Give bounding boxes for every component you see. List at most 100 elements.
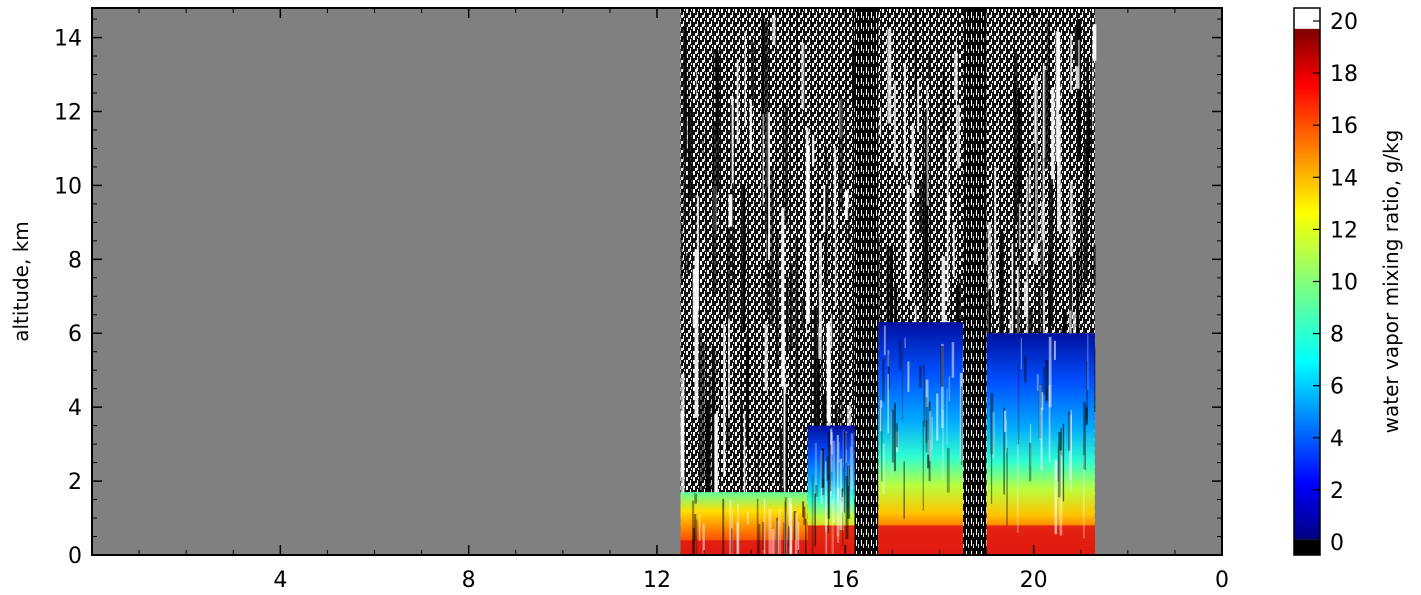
- noise-streak: [746, 342, 750, 447]
- y-tick-label: 6: [68, 322, 82, 347]
- noise-streak: [730, 96, 734, 187]
- segment-streak: [1054, 459, 1057, 535]
- noise-streak: [834, 154, 837, 309]
- noise-streak: [1035, 74, 1038, 251]
- profile-segment: [878, 322, 964, 555]
- segment-streak: [771, 529, 775, 555]
- noise-streak: [702, 344, 705, 477]
- segment-streak: [1057, 443, 1060, 481]
- noise-streak: [806, 202, 808, 337]
- noise-streak: [705, 400, 710, 555]
- segment-streak: [1094, 347, 1096, 413]
- surface-layer: [878, 525, 964, 555]
- segment-streak: [803, 506, 806, 525]
- noise-streak: [779, 428, 783, 555]
- colorbar-tick-label: 16: [1330, 114, 1358, 139]
- segment-streak: [882, 358, 885, 402]
- noise-streak: [907, 184, 910, 300]
- noise-streak: [1069, 310, 1072, 355]
- cloud-noise-column: [854, 8, 879, 555]
- noise-streak: [1019, 113, 1023, 194]
- segment-streak: [826, 456, 829, 481]
- colorbar-tick-label: 4: [1330, 427, 1344, 452]
- noise-streak: [727, 227, 731, 319]
- noise-streak: [726, 410, 730, 452]
- segment-streak: [1058, 431, 1061, 498]
- noise-streak: [785, 393, 788, 553]
- noise-streak: [749, 100, 752, 153]
- noise-streak: [704, 127, 708, 238]
- segment-streak: [1024, 356, 1027, 383]
- noise-streak: [831, 313, 833, 349]
- noise-streak: [776, 229, 779, 368]
- colorbar: 0 2 4 6 8 10 12 14 16 18 20 water vapor mixing rati…: [1293, 7, 1403, 556]
- noise-streak: [817, 337, 821, 478]
- noise-streak: [751, 42, 754, 106]
- segment-streak: [1060, 428, 1063, 456]
- noise-streak: [823, 185, 826, 233]
- noise-streak: [1000, 232, 1004, 348]
- noise-streak: [1069, 256, 1072, 328]
- noise-streak: [696, 196, 700, 311]
- segment-streak: [692, 527, 695, 555]
- noise-streak: [845, 190, 849, 220]
- noise-streak: [1041, 201, 1045, 277]
- segment-streak: [1085, 407, 1088, 425]
- segment-streak: [756, 498, 759, 555]
- noise-streak: [1087, 154, 1089, 201]
- noise-streak: [946, 195, 951, 221]
- noise-streak: [1015, 199, 1017, 222]
- segment-streak: [931, 416, 934, 450]
- colorbar-tick-label: 2: [1330, 479, 1344, 504]
- segment-streak: [883, 325, 886, 356]
- segment-streak: [845, 475, 849, 539]
- segment-streak: [946, 388, 948, 445]
- noise-streak: [742, 185, 746, 332]
- segment-streak: [960, 386, 963, 465]
- colorbar-under-segment: [1294, 539, 1320, 555]
- noise-streak: [821, 336, 823, 435]
- segment-streak: [1003, 407, 1005, 495]
- segment-streak: [1036, 374, 1039, 391]
- noise-streak: [728, 277, 730, 418]
- noise-streak: [1034, 75, 1037, 143]
- segment-streak: [951, 342, 955, 378]
- noise-streak: [827, 362, 831, 466]
- noise-streak: [1074, 24, 1079, 67]
- noise-streak: [952, 222, 955, 277]
- y-tick-label: 0: [68, 544, 82, 569]
- noise-streak: [879, 107, 882, 136]
- x-tick-label: 0: [1215, 568, 1229, 593]
- segment-streak: [838, 442, 840, 463]
- segment-streak: [940, 345, 944, 387]
- noise-streak: [1028, 162, 1031, 201]
- segment-streak: [762, 522, 765, 550]
- noise-streak: [1017, 87, 1021, 254]
- colorbar-label: water vapor mixing ratio, g/kg: [1379, 130, 1403, 434]
- noise-streak: [1069, 181, 1073, 315]
- segment-streak: [923, 364, 925, 428]
- noise-streak: [730, 105, 732, 183]
- noise-streak: [886, 245, 888, 380]
- segment-streak: [1042, 367, 1046, 396]
- noise-streak: [782, 294, 784, 330]
- noise-streak: [723, 324, 726, 476]
- noise-streak: [700, 329, 702, 509]
- noise-streak: [772, 14, 776, 45]
- noise-streak: [1048, 252, 1052, 329]
- segment-streak: [847, 463, 849, 486]
- segment-streak: [1048, 336, 1052, 408]
- noise-streak: [784, 105, 788, 225]
- segment-streak: [948, 376, 951, 401]
- noise-streak: [766, 187, 768, 320]
- segment-streak: [768, 509, 772, 555]
- y-tick-label: 14: [54, 27, 82, 52]
- segment-streak: [1016, 444, 1019, 533]
- noise-streak: [744, 225, 747, 276]
- noise-streak: [695, 67, 698, 101]
- segment-streak: [1040, 407, 1043, 471]
- noise-streak: [906, 177, 908, 277]
- noise-streak: [1086, 57, 1090, 177]
- segment-streak: [789, 503, 793, 555]
